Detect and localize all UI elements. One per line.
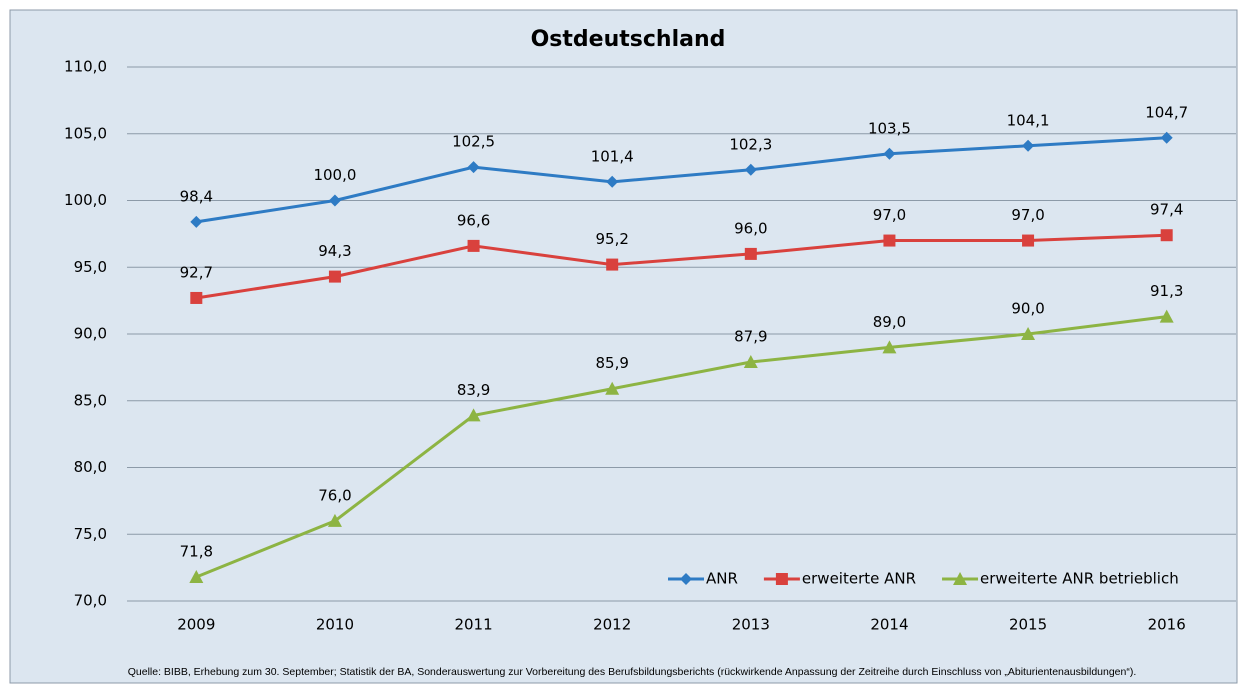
value-label: 76,0 <box>318 486 351 504</box>
value-label: 104,1 <box>1007 111 1050 129</box>
value-label: 94,3 <box>318 242 351 260</box>
series-line <box>195 315 1167 579</box>
value-label: 101,4 <box>591 147 634 165</box>
legend-marker <box>775 573 788 585</box>
y-tick-label: 70,0 <box>74 592 107 610</box>
chart-title: Ostdeutschland <box>531 27 726 52</box>
data-point <box>467 161 480 174</box>
data-point <box>1159 309 1174 323</box>
data-point <box>328 270 341 283</box>
y-tick-label: 95,0 <box>74 258 107 276</box>
data-point <box>606 175 619 188</box>
data-point <box>1022 139 1035 152</box>
legend-label: erweiterte ANR <box>802 570 916 588</box>
y-tick-label: 105,0 <box>64 124 107 142</box>
data-point <box>467 239 480 252</box>
x-tick-label: 2013 <box>732 616 770 634</box>
value-label: 102,5 <box>452 133 495 151</box>
value-label: 85,9 <box>595 354 628 372</box>
data-point <box>744 247 757 260</box>
data-point <box>328 194 341 207</box>
value-label: 102,3 <box>729 135 772 153</box>
series-line <box>196 233 1167 300</box>
data-point <box>1160 229 1173 242</box>
y-tick-label: 80,0 <box>74 458 107 476</box>
y-tick-label: 100,0 <box>64 191 107 209</box>
data-point <box>883 147 896 160</box>
data-point <box>327 513 342 527</box>
value-label: 95,2 <box>595 230 628 248</box>
x-tick-label: 2015 <box>1009 616 1047 634</box>
x-tick-label: 2012 <box>593 616 631 634</box>
legend-label: ANR <box>706 570 738 588</box>
y-tick-label: 110,0 <box>64 58 107 76</box>
data-point <box>190 215 203 228</box>
x-tick-label: 2016 <box>1148 616 1186 634</box>
y-tick-label: 90,0 <box>74 325 107 343</box>
data-point <box>605 381 620 395</box>
legend-marker <box>953 572 968 585</box>
data-point <box>466 408 481 422</box>
value-label: 103,5 <box>868 119 911 137</box>
value-label: 104,7 <box>1145 103 1188 121</box>
x-tick-label: 2011 <box>454 616 492 634</box>
x-tick-label: 2009 <box>177 616 215 634</box>
x-tick-label: 2010 <box>316 616 354 634</box>
source-note: Quelle: BIBB, Erhebung zum 30. September… <box>128 666 1137 678</box>
value-label: 89,0 <box>873 313 906 331</box>
data-point <box>190 291 203 304</box>
value-label: 100,0 <box>313 166 356 184</box>
data-point <box>1022 234 1035 247</box>
value-label: 97,4 <box>1150 201 1183 219</box>
data-point <box>743 355 758 369</box>
value-label: 98,4 <box>180 187 213 205</box>
value-label: 96,0 <box>734 219 767 237</box>
data-point <box>189 569 204 583</box>
data-point <box>1160 131 1173 144</box>
value-label: 90,0 <box>1011 300 1044 318</box>
value-label: 83,9 <box>457 381 490 399</box>
legend-label: erweiterte ANR betrieblich <box>980 570 1179 588</box>
data-point <box>744 163 757 176</box>
value-label: 71,8 <box>180 542 213 560</box>
data-point <box>882 340 897 354</box>
value-label: 92,7 <box>180 263 213 281</box>
data-point <box>606 258 619 271</box>
value-label: 87,9 <box>734 328 767 346</box>
y-tick-label: 75,0 <box>74 525 107 543</box>
legend-marker <box>680 573 692 585</box>
value-label: 97,0 <box>873 206 906 224</box>
y-tick-label: 85,0 <box>74 391 107 409</box>
series-line <box>196 136 1167 224</box>
value-label: 91,3 <box>1150 282 1183 300</box>
data-point <box>883 234 896 247</box>
value-label: 97,0 <box>1011 206 1044 224</box>
x-tick-label: 2014 <box>870 616 908 634</box>
value-label: 96,6 <box>457 211 490 229</box>
data-point <box>1021 327 1036 340</box>
